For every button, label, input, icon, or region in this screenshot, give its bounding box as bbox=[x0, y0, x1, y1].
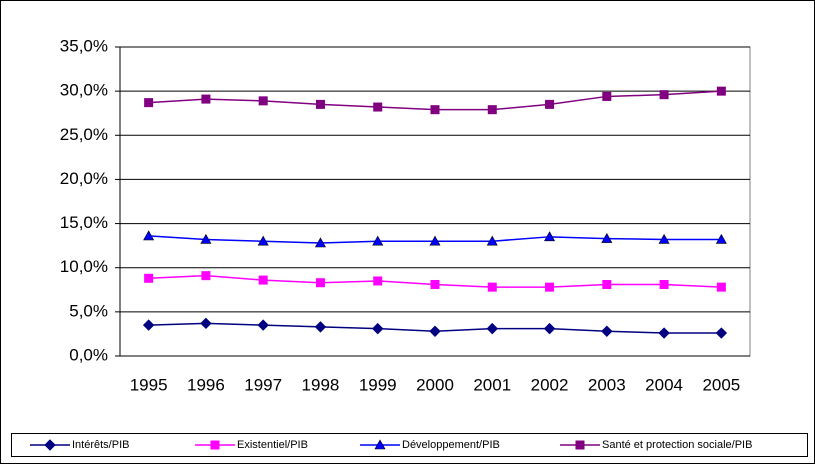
x-tick-label: 1997 bbox=[244, 375, 282, 394]
legend-label: Santé et protection sociale/PIB bbox=[602, 439, 752, 451]
legend-marker bbox=[210, 440, 220, 450]
data-point bbox=[429, 325, 441, 337]
x-tick-label: 2000 bbox=[416, 375, 454, 394]
legend-label: Existentiel/PIB bbox=[237, 439, 308, 451]
x-tick-label: 1996 bbox=[187, 375, 225, 394]
data-point bbox=[658, 327, 670, 339]
data-point bbox=[257, 235, 269, 246]
data-point bbox=[716, 282, 726, 292]
y-tick-label: 35,0% bbox=[60, 36, 108, 55]
data-point bbox=[659, 279, 669, 289]
data-point bbox=[314, 237, 326, 248]
data-point bbox=[487, 282, 497, 292]
data-point bbox=[200, 317, 212, 330]
legend-marker bbox=[374, 439, 386, 450]
data-point bbox=[545, 282, 555, 292]
x-tick-label: 2004 bbox=[645, 375, 683, 394]
data-point bbox=[258, 275, 268, 285]
data-point bbox=[144, 98, 154, 108]
data-point bbox=[201, 94, 211, 104]
data-point bbox=[314, 321, 327, 333]
data-point bbox=[658, 233, 670, 244]
y-tick-label: 25,0% bbox=[60, 125, 108, 144]
x-tick-label: 2005 bbox=[702, 375, 740, 394]
legend-box bbox=[11, 433, 808, 457]
y-tick-label: 20,0% bbox=[60, 169, 108, 188]
y-tick-label: 10,0% bbox=[60, 257, 108, 276]
data-point bbox=[715, 327, 728, 339]
data-point bbox=[430, 105, 440, 115]
x-tick-label: 1995 bbox=[130, 375, 168, 394]
legend-label: Développement/PIB bbox=[402, 439, 500, 451]
y-tick-label: 30,0% bbox=[60, 81, 108, 100]
x-tick-label: 2002 bbox=[531, 375, 569, 394]
y-tick-label: 0,0% bbox=[69, 345, 108, 364]
data-point bbox=[659, 90, 669, 100]
x-tick-label: 1999 bbox=[359, 375, 397, 394]
x-tick-label: 2003 bbox=[588, 375, 626, 394]
y-tick-label: 5,0% bbox=[69, 301, 108, 320]
data-point bbox=[373, 102, 383, 112]
plot-area bbox=[119, 46, 751, 357]
data-point bbox=[315, 278, 325, 288]
data-point bbox=[144, 273, 154, 283]
data-point bbox=[429, 235, 441, 246]
data-point bbox=[486, 322, 498, 335]
data-point bbox=[486, 235, 498, 246]
legend-marker bbox=[575, 440, 585, 450]
y-tick-label: 15,0% bbox=[60, 213, 108, 232]
data-point bbox=[430, 279, 440, 289]
x-tick-label: 2001 bbox=[473, 375, 511, 394]
data-point bbox=[601, 325, 613, 337]
x-tick-label: 1998 bbox=[302, 375, 340, 394]
data-point bbox=[372, 322, 384, 335]
data-point bbox=[315, 99, 325, 109]
data-point bbox=[201, 271, 211, 281]
data-point bbox=[487, 105, 497, 115]
data-point bbox=[715, 233, 727, 244]
data-point bbox=[601, 232, 613, 243]
data-point bbox=[716, 86, 726, 96]
data-point bbox=[545, 99, 555, 109]
legend-label: Intérêts/PIB bbox=[72, 439, 129, 451]
data-point bbox=[602, 91, 612, 101]
data-point bbox=[142, 319, 155, 331]
data-point bbox=[200, 233, 212, 244]
legend-marker bbox=[44, 439, 56, 451]
data-point bbox=[257, 319, 269, 331]
data-point bbox=[543, 322, 556, 335]
data-point bbox=[602, 279, 612, 289]
data-point bbox=[544, 231, 556, 242]
data-point bbox=[372, 235, 384, 246]
data-point bbox=[143, 230, 155, 241]
data-point bbox=[373, 276, 383, 286]
data-point bbox=[258, 96, 268, 106]
